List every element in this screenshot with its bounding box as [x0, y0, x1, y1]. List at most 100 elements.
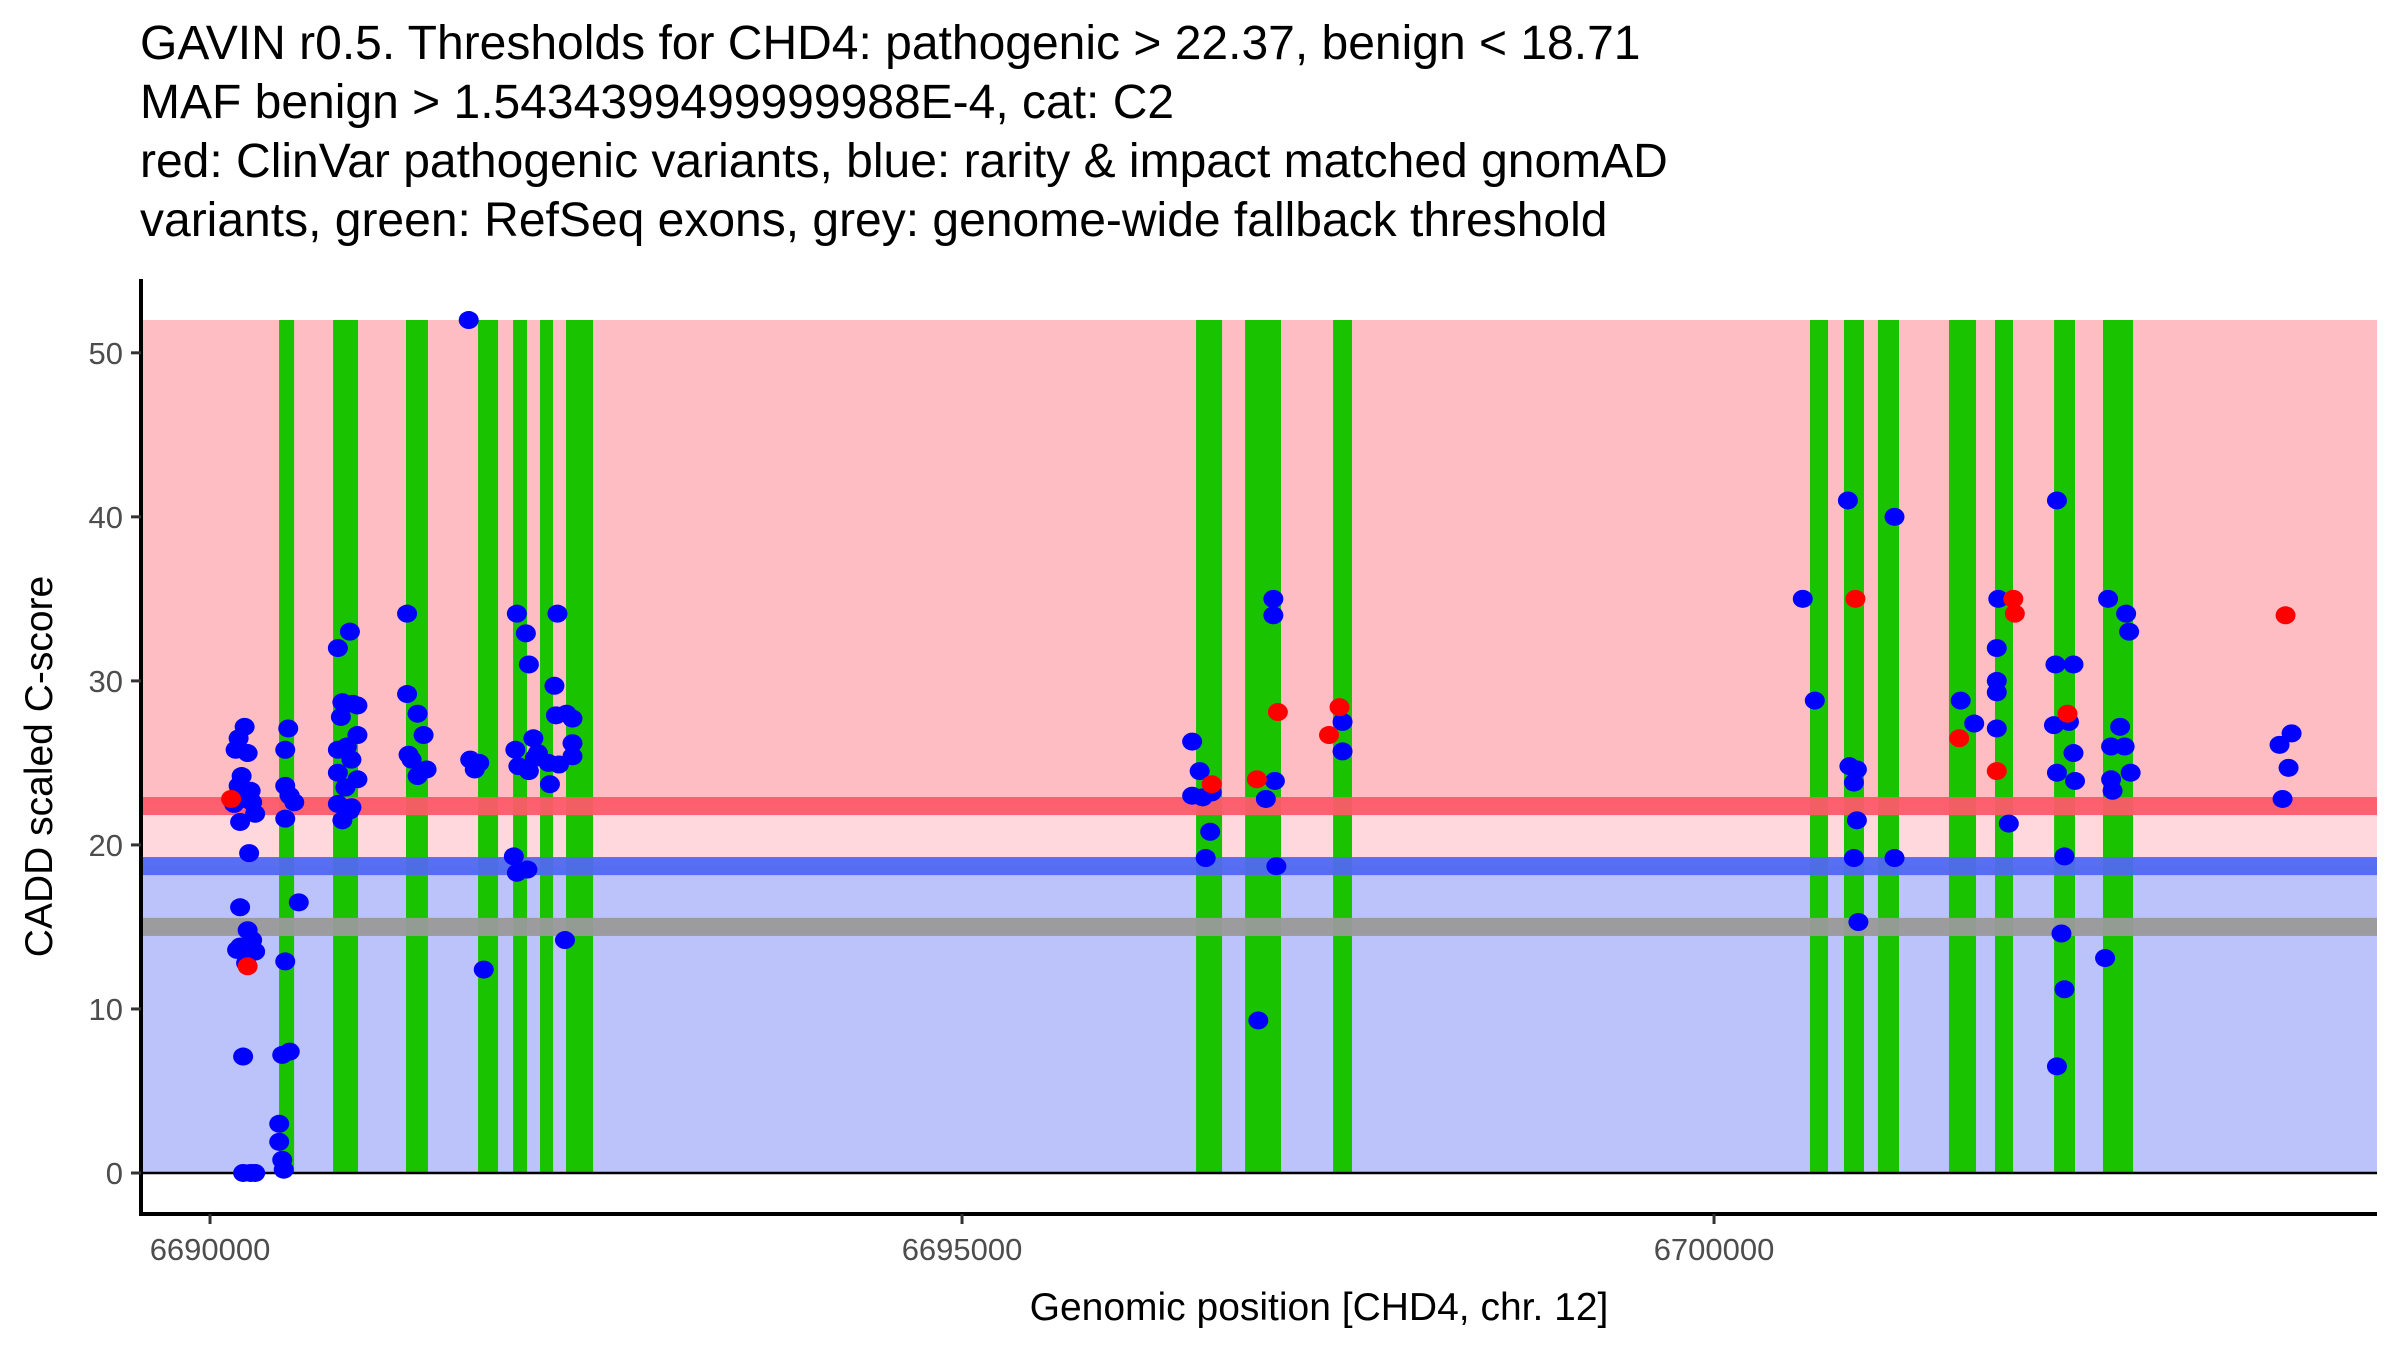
gnomad-point — [2110, 717, 2131, 736]
gnomad-point — [554, 931, 575, 950]
y-tick-label: 30 — [89, 664, 123, 699]
clinvar-point — [1267, 703, 1288, 722]
gnomad-point — [227, 940, 248, 959]
gnomad-point — [464, 760, 485, 779]
y-tick-label: 40 — [89, 500, 123, 535]
gnomad-point — [2043, 716, 2064, 735]
exon-bar — [1877, 320, 1900, 1173]
variant-points — [221, 311, 2302, 1182]
gnomad-point — [503, 847, 524, 866]
clinvar-point — [1246, 770, 1267, 789]
clinvar-point — [1201, 775, 1222, 794]
gnomad-point — [284, 793, 305, 812]
gnomad-point — [458, 311, 479, 330]
gnomad-point — [518, 655, 539, 674]
clinvar-point — [1329, 698, 1350, 717]
gnomad-point — [515, 624, 536, 643]
gnomad-point — [275, 952, 296, 971]
gnomad-point — [544, 676, 565, 695]
exon-bar — [1809, 320, 1829, 1173]
y-tick-label: 10 — [89, 992, 123, 1027]
gnomad-point — [1332, 712, 1353, 731]
threshold-lines — [141, 797, 2377, 936]
title-line-1: GAVIN r0.5. Thresholds for CHD4: pathoge… — [140, 17, 1641, 70]
gnomad-point — [245, 1163, 266, 1182]
gnomad-point — [341, 750, 362, 769]
exon-bars — [279, 320, 2134, 1173]
gnomad-point — [269, 1132, 290, 1151]
gnomad-point — [1986, 639, 2007, 658]
gnomad-point — [1195, 849, 1216, 868]
gnomad-point — [327, 763, 348, 782]
gnomad-point — [1264, 771, 1285, 790]
y-axis-ticks: 0 10 20 30 40 50 — [89, 336, 141, 1191]
clinvar-point — [2057, 704, 2078, 723]
clinvar-point — [1986, 762, 2007, 781]
gnomad-point — [278, 719, 299, 738]
gnomad-point — [398, 745, 419, 764]
fallback-threshold-line — [141, 917, 2377, 936]
pathogenic-threshold-line — [141, 797, 2377, 816]
gnomad-point — [2269, 735, 2290, 754]
gnomad-point — [1950, 691, 1971, 710]
gnomad-point — [2051, 924, 2072, 943]
y-axis-label: CADD scaled C-score — [18, 576, 61, 957]
gnomad-point — [279, 1042, 300, 1061]
gnomad-point — [413, 726, 434, 745]
x-tick-label: 6695000 — [902, 1232, 1023, 1267]
gnomad-point — [2278, 758, 2299, 777]
gnomad-point — [2063, 655, 2084, 674]
gnomad-point — [2281, 724, 2302, 743]
gnomad-point — [1200, 822, 1221, 841]
x-tick-label: 6690000 — [150, 1232, 271, 1267]
gnomad-point — [1263, 606, 1284, 625]
gnomad-point — [230, 812, 251, 831]
clinvar-point — [221, 789, 242, 808]
gnomad-point — [2054, 847, 2075, 866]
gnomad-point — [288, 893, 309, 912]
gnomad-point — [327, 639, 348, 658]
exon-bar — [540, 320, 554, 1173]
exon-bar — [478, 320, 499, 1173]
gnomad-point — [273, 1160, 294, 1179]
gnomad-point — [275, 809, 296, 828]
gnomad-point — [1792, 589, 1813, 608]
gnomad-point — [275, 740, 296, 759]
gnomad-point — [2064, 771, 2085, 790]
gnomad-point — [2114, 737, 2135, 756]
clinvar-point — [2275, 606, 2296, 625]
gnomad-point — [233, 1047, 254, 1066]
gnomad-point — [2046, 491, 2067, 510]
gnomad-point — [2098, 589, 2119, 608]
gnomad-point — [1189, 762, 1210, 781]
gnomad-point — [1804, 691, 1825, 710]
gnomad-point — [1255, 789, 1276, 808]
y-tick-label: 0 — [106, 1156, 123, 1191]
axes — [139, 279, 2377, 1216]
gnomad-point — [347, 770, 368, 789]
exon-bar — [1994, 320, 2014, 1173]
gnomad-point — [339, 622, 360, 641]
gnomad-point — [562, 734, 583, 753]
gnomad-point — [2063, 744, 2084, 763]
gnomad-point — [2102, 781, 2123, 800]
gnomad-point — [506, 604, 527, 623]
gnomad-point — [2120, 763, 2141, 782]
gnomad-point — [548, 755, 569, 774]
chart-title: GAVIN r0.5. Thresholds for CHD4: pathoge… — [140, 14, 1668, 250]
gnomad-point — [473, 960, 494, 979]
y-tick-label: 50 — [89, 336, 123, 371]
gnomad-point — [1263, 589, 1284, 608]
gnomad-point — [2095, 949, 2116, 968]
gnomad-point — [341, 798, 362, 817]
gnomad-point — [1964, 714, 1985, 733]
gnomad-point — [397, 685, 418, 704]
gnomad-point — [1986, 683, 2007, 702]
benign-threshold-line — [141, 857, 2377, 876]
gnomad-point — [1988, 589, 2009, 608]
gnomad-point — [539, 775, 560, 794]
clinvar-point — [2003, 589, 2024, 608]
gnomad-point — [547, 604, 568, 623]
gnomad-point — [1332, 742, 1353, 761]
